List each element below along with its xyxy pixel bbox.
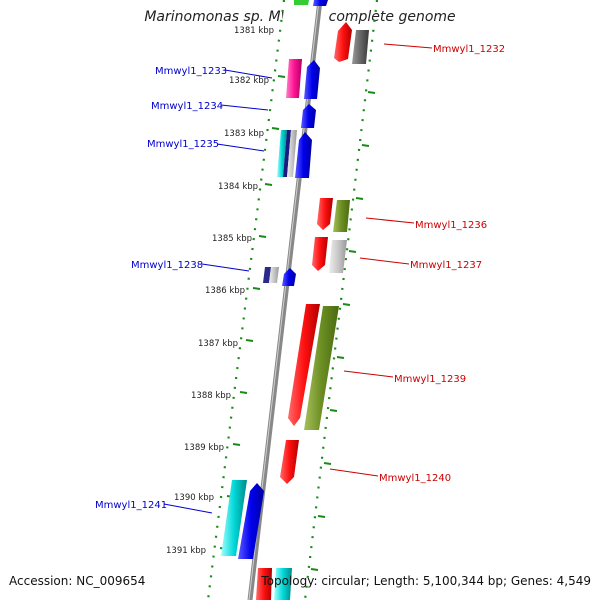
gene-label-mm1241[interactable]: Mmwyl1_1241: [95, 500, 167, 511]
gene-mm1237-light[interactable]: [329, 240, 347, 273]
accession-text: Accession: NC_009654: [9, 574, 146, 588]
gene-feature-bottom-red[interactable]: [256, 568, 272, 600]
reverse-leaders: [163, 69, 273, 514]
topology-text: Topology: circular; Length: 5,100,344 bp…: [261, 574, 591, 588]
gene-mm1237-red[interactable]: [312, 237, 328, 271]
kbp-label: 1391 kbp: [166, 546, 206, 556]
kbp-label: 1381 kbp: [234, 26, 274, 36]
gene-label-mm1235[interactable]: Mmwyl1_1235: [147, 139, 219, 150]
gene-mm1232-gray[interactable]: [352, 30, 369, 64]
gene-mm1236-olive[interactable]: [333, 200, 350, 232]
gene-mm1235-light[interactable]: [287, 130, 297, 177]
gene-mm1238-navy[interactable]: [263, 267, 271, 283]
gene-mm1232-red[interactable]: [334, 22, 352, 62]
gene-mm1233-blue[interactable]: [304, 60, 320, 99]
gene-label-mm1240[interactable]: Mmwyl1_1240: [379, 473, 451, 484]
gene-mm1235-navy[interactable]: [283, 130, 291, 177]
gene-label-mm1234[interactable]: Mmwyl1_1234: [151, 101, 223, 112]
kbp-label: 1383 kbp: [224, 129, 264, 139]
gene-mm1236-red[interactable]: [317, 198, 333, 230]
gene-mm1239-olive[interactable]: [304, 306, 339, 430]
gene-label-mm1237[interactable]: Mmwyl1_1237: [410, 260, 482, 271]
kbp-label: 1385 kbp: [212, 234, 252, 244]
outer-ticks: [310, 91, 376, 571]
gene-mm1233-magenta[interactable]: [286, 59, 302, 98]
gene-label-mm1236[interactable]: Mmwyl1_1236: [415, 220, 487, 231]
gene-feature-bottom-cyan[interactable]: [274, 568, 292, 600]
gene-feature-top-green[interactable]: [294, 0, 309, 5]
kbp-label: 1387 kbp: [198, 339, 238, 349]
kbp-label: 1389 kbp: [184, 443, 224, 453]
gene-label-mm1239[interactable]: Mmwyl1_1239: [394, 374, 466, 385]
forward-leaders: [329, 43, 433, 477]
gene-mm1238-blue[interactable]: [282, 268, 296, 286]
kbp-label: 1382 kbp: [229, 76, 269, 86]
gene-label-mm1233[interactable]: Mmwyl1_1233: [155, 66, 227, 77]
kbp-label: 1384 kbp: [218, 182, 258, 192]
gene-label-mm1232[interactable]: Mmwyl1_1232: [433, 44, 505, 55]
gene-label-mm1238[interactable]: Mmwyl1_1238: [131, 260, 203, 271]
kbp-label: 1388 kbp: [191, 391, 231, 401]
gene-mm1241-cyan[interactable]: [221, 480, 247, 556]
gene-mm1235-cyan[interactable]: [277, 130, 287, 177]
gene-mm1240-red[interactable]: [280, 440, 299, 484]
kbp-label: 1390 kbp: [174, 493, 214, 503]
gene-mm1238-light[interactable]: [269, 267, 279, 283]
gene-mm1235-blue[interactable]: [295, 132, 312, 178]
inner-dotted-edge: [206, 0, 286, 600]
gene-mm1239-red[interactable]: [288, 304, 320, 426]
outer-dotted-edge: [303, 0, 379, 600]
gene-feature-top-blue[interactable]: [313, 0, 328, 6]
kbp-label: 1386 kbp: [205, 286, 245, 296]
gene-mm1241-blue[interactable]: [238, 483, 264, 559]
gene-mm1234-blue[interactable]: [301, 104, 316, 128]
